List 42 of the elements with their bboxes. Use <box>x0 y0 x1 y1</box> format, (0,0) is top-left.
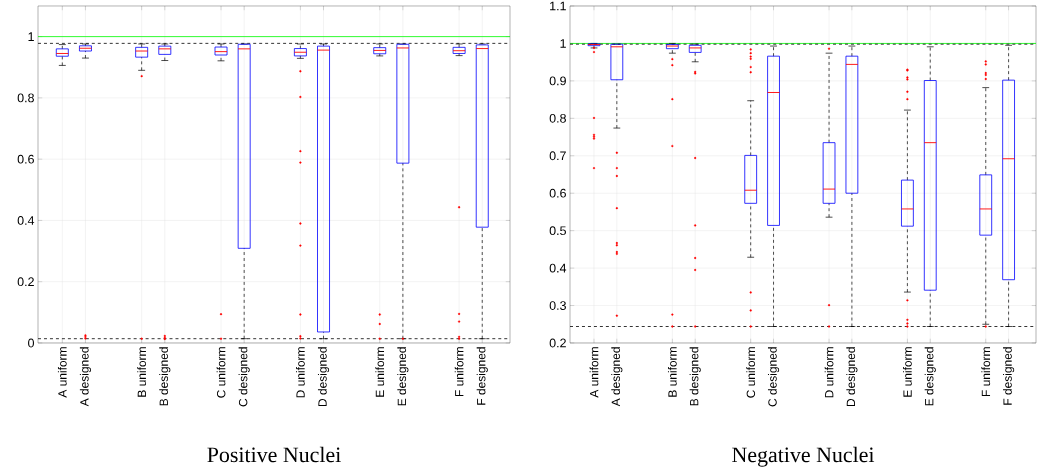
x-tick-label: F designed <box>1003 347 1015 405</box>
x-tick-label: E uniform <box>375 347 385 397</box>
x-tick-label: B designed <box>159 347 171 406</box>
x-tick-label: D designed <box>317 347 330 406</box>
y-tick-label: 0 <box>28 338 34 348</box>
x-tick-label: F uniform <box>454 347 464 397</box>
y-tick-label: 0.4 <box>17 216 35 225</box>
text: Negative Nuclei <box>732 446 875 467</box>
x-tick-label: C uniform <box>746 347 756 398</box>
y-tick-label: 1 <box>560 39 566 48</box>
x-tick-label: A uniform <box>589 347 599 398</box>
x-tick-label: C uniform <box>216 347 226 398</box>
x-tick-label: A designed <box>79 347 92 407</box>
y-tick-label: 0.2 <box>549 338 566 348</box>
x-tick-label: A uniform <box>57 347 67 398</box>
y-tick-label: 1.1 <box>550 1 566 11</box>
y-tick-label: 0.7 <box>549 151 566 161</box>
x-tick-label: D designed <box>846 347 858 406</box>
x-tick-label: C designed <box>238 347 250 407</box>
y-tick-label: 0.9 <box>549 76 566 86</box>
y-tick-label: 0.6 <box>17 154 34 164</box>
y-tick-label: 0.8 <box>17 93 34 103</box>
x-tick-label: B uniform <box>667 347 677 397</box>
y-tick-label: 0.5 <box>549 226 566 236</box>
x-tick-label: E designed <box>924 347 936 406</box>
text: Positive Nuclei <box>207 446 341 463</box>
x-tick-label: D uniform <box>296 347 305 398</box>
x-tick-label: E uniform <box>903 347 912 397</box>
x-tick-label: F designed <box>476 347 488 405</box>
x-tick-label: B uniform <box>137 347 147 397</box>
y-tick-label: 1 <box>28 32 34 41</box>
x-tick-label: C designed <box>767 347 780 407</box>
y-tick-label: 0.8 <box>549 113 566 123</box>
y-tick-label: 0.4 <box>549 263 567 273</box>
y-tick-label: 0.2 <box>17 277 34 287</box>
x-tick-label: A designed <box>611 347 623 407</box>
y-tick-label: 0.6 <box>549 188 566 198</box>
x-tick-label: B designed <box>689 347 701 406</box>
y-tick-label: 0.3 <box>549 301 566 310</box>
x-tick-label: D uniform <box>824 347 834 398</box>
x-tick-label: E designed <box>397 347 409 406</box>
x-tick-label: F uniform <box>981 347 991 397</box>
